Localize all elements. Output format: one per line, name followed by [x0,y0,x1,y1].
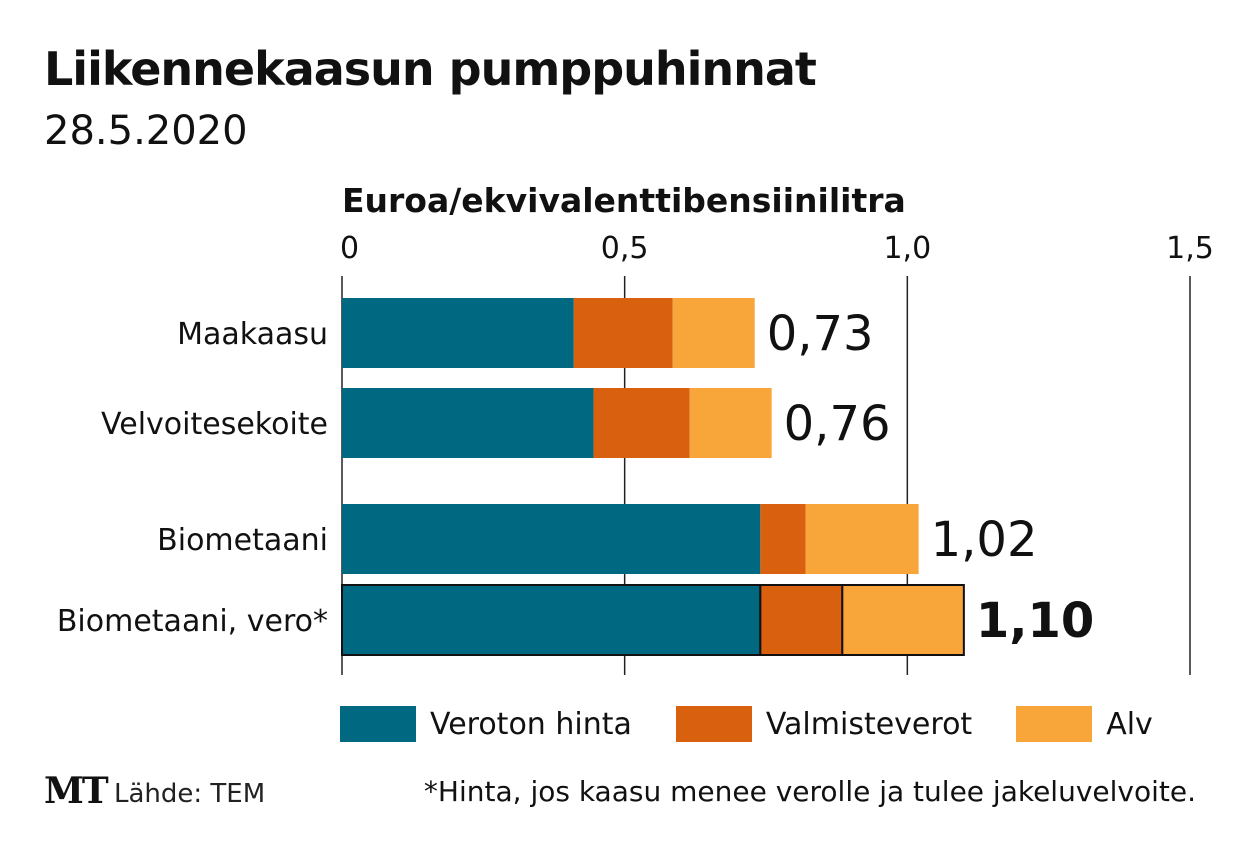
category-label: Biometaani [157,523,328,558]
bar-segment-valmisteverot [759,584,844,656]
legend-swatch-valmisteverot [675,706,752,742]
total-value-label: 1,02 [931,512,1038,568]
chart-title: Liikennekaasun pumppuhinnat [44,42,817,96]
axis-unit-label: Euroa/ekvivalenttibensiinilitra [342,181,906,220]
category-label: Maakaasu [177,317,328,352]
source-note: Lähde: TEM [114,779,266,809]
legend-label: Alv [1106,706,1153,742]
bar-segment-alv [841,584,965,656]
category-label: Velvoitesekoite [101,407,328,442]
legend-item-veroton-hinta: Veroton hinta [340,706,632,742]
bar-segment-valmisteverot [593,388,690,458]
bar-segment-veroton-hinta [342,504,761,574]
bar-segment-veroton-hinta [342,298,574,368]
legend-label: Valmisteverot [765,706,973,742]
bar-segment-alv [672,298,755,368]
legend-label: Veroton hinta [430,706,632,742]
tick-label: 1,0 [883,231,931,266]
total-value-label: 1,10 [976,593,1094,649]
bar-segment-valmisteverot [573,298,673,368]
legend-item-alv: Alv [1016,706,1153,742]
legend-swatch-veroton-hinta [340,706,416,742]
mt-logo: MT [44,770,109,812]
footnote: *Hinta, jos kaasu menee verolle ja tulee… [423,775,1196,808]
tick-label: 1,5 [1166,231,1214,266]
bar-segment-alv [689,388,772,458]
stacked-bar-chart: Euroa/ekvivalenttibensiinilitra 0 0,5 1,0 1,… [57,181,1214,675]
bar-segment-valmisteverot [760,504,806,574]
chart-date: 28.5.2020 [44,108,248,154]
tick-label: 0 [340,231,359,266]
tick-label: 0,5 [601,231,649,266]
bar-segment-veroton-hinta [341,584,762,656]
legend-swatch-alv [1016,706,1093,742]
total-value-label: 0,73 [767,306,874,362]
bar-segment-veroton-hinta [342,388,594,458]
bar-segment-alv [805,504,919,574]
legend: Veroton hinta Valmisteverot Alv [340,706,1197,742]
legend-item-valmisteverot: Valmisteverot [675,706,973,742]
total-value-label: 0,76 [784,396,891,452]
category-label: Biometaani, vero* [57,604,328,639]
